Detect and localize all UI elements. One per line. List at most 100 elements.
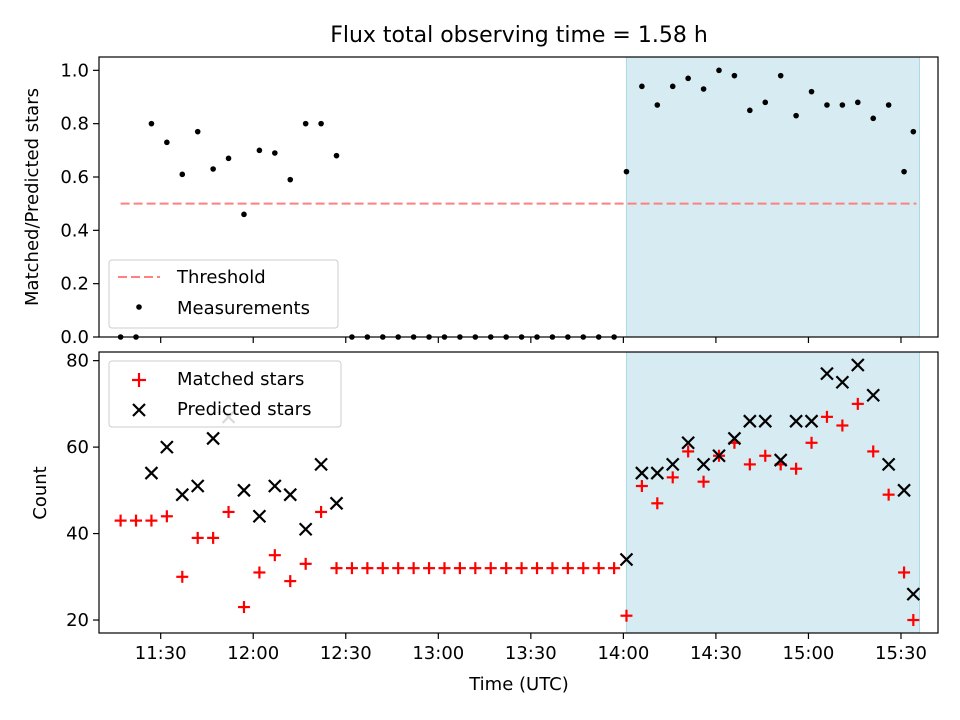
measurement-point — [685, 75, 691, 82]
predicted-point — [727, 431, 742, 446]
matched-point — [361, 562, 374, 575]
top-x-ticks — [160, 337, 902, 343]
predicted-point — [696, 457, 711, 472]
matched-point — [697, 475, 710, 488]
matched-point — [851, 397, 864, 410]
matched-point — [743, 458, 756, 471]
measurement-point — [747, 107, 753, 114]
matched-point — [898, 566, 911, 579]
measurement-point — [870, 115, 877, 122]
matched-point — [836, 419, 849, 432]
matched-point — [546, 562, 559, 575]
legend-matched-label: Matched stars — [177, 369, 304, 390]
measurement-point — [824, 102, 830, 108]
matched-point — [882, 488, 895, 501]
chart-title: Flux total observing time = 1.58 h — [330, 23, 708, 48]
matched-point — [867, 445, 880, 458]
measurement-point — [777, 72, 784, 79]
predicted-point — [804, 414, 819, 428]
matched-point — [592, 562, 605, 575]
predicted-point — [773, 453, 788, 467]
measurement-point — [318, 120, 324, 127]
y-tick-label: 20 — [66, 610, 89, 631]
measurement-point — [839, 102, 846, 108]
measurement-point — [302, 120, 309, 127]
top-panel-frame — [98, 56, 939, 338]
top-y-label: Matched/Predicted stars — [22, 88, 43, 306]
matched-point — [651, 497, 664, 510]
predicted-point — [758, 414, 773, 428]
matched-point — [130, 514, 143, 527]
predicted-point — [252, 509, 267, 524]
measurement-point — [808, 88, 815, 95]
matched-point — [453, 562, 466, 575]
measurement-point — [241, 211, 247, 218]
matched-point — [253, 566, 266, 579]
measurement-point — [639, 83, 645, 90]
measurement-point — [164, 139, 170, 146]
predicted-point — [175, 487, 190, 502]
predicted-point — [283, 487, 298, 502]
predicted-point — [237, 483, 251, 498]
predicted-point — [712, 448, 726, 463]
matched-point — [299, 557, 312, 570]
matched-point — [484, 562, 497, 575]
x-axis-label: Time (UTC) — [468, 674, 569, 695]
measurement-point — [194, 128, 201, 135]
y-tick-label: 80 — [66, 351, 89, 372]
predicted-point — [619, 552, 634, 567]
matched-point — [577, 562, 590, 575]
matched-point — [376, 562, 389, 575]
matched-point — [207, 531, 220, 544]
measurement-point — [225, 155, 232, 162]
measurement-point — [654, 102, 661, 108]
y-tick-label: 1.0 — [60, 60, 89, 81]
matched-point — [222, 505, 235, 518]
matched-point — [176, 570, 189, 583]
matched-point — [820, 410, 833, 423]
legend-predicted-swatch — [132, 403, 146, 417]
predicted-point — [144, 466, 159, 480]
matched-point — [330, 562, 343, 575]
predicted-point — [743, 414, 757, 428]
matched-point — [531, 562, 544, 575]
legend-threshold-label: Threshold — [176, 267, 266, 288]
measurement-point — [855, 99, 861, 106]
x-tick-label: 15:00 — [783, 643, 835, 664]
matched-point — [315, 505, 328, 518]
predicted-point — [851, 358, 865, 372]
measurement-point — [333, 152, 340, 159]
predicted-point — [897, 483, 911, 498]
matched-point — [114, 514, 127, 527]
predicted-point — [314, 457, 328, 472]
matched-point — [345, 562, 358, 575]
predicted-point — [820, 366, 834, 381]
predicted-point — [190, 479, 205, 493]
legend-matched-swatch — [132, 373, 146, 387]
matched-point — [515, 562, 528, 575]
predicted-point — [635, 466, 649, 480]
predicted-point — [268, 479, 282, 493]
measurement-point — [793, 112, 799, 119]
matched-point — [469, 562, 482, 575]
legend-measurement-label: Measurements — [177, 298, 310, 319]
matched-point — [907, 614, 920, 627]
matched-point — [145, 514, 158, 527]
x-tick-label: 12:30 — [320, 643, 372, 664]
bottom-x-ticks: 11:30 12:00 12:30 13:00 13:30 14:00 14:30 15:00… — [135, 633, 927, 664]
measurement-point — [901, 168, 907, 175]
predicted-point — [906, 587, 921, 601]
predicted-point — [681, 436, 695, 450]
measurement-point — [256, 147, 263, 154]
matched-point — [561, 562, 574, 575]
matched-point — [160, 510, 173, 523]
matched-point — [805, 436, 818, 449]
y-tick-label: 0.0 — [60, 327, 89, 348]
matched-point — [682, 445, 695, 458]
matched-point — [759, 449, 772, 462]
predicted-point — [329, 496, 344, 511]
y-tick-label: 0.2 — [60, 274, 89, 295]
matched-point — [438, 562, 451, 575]
